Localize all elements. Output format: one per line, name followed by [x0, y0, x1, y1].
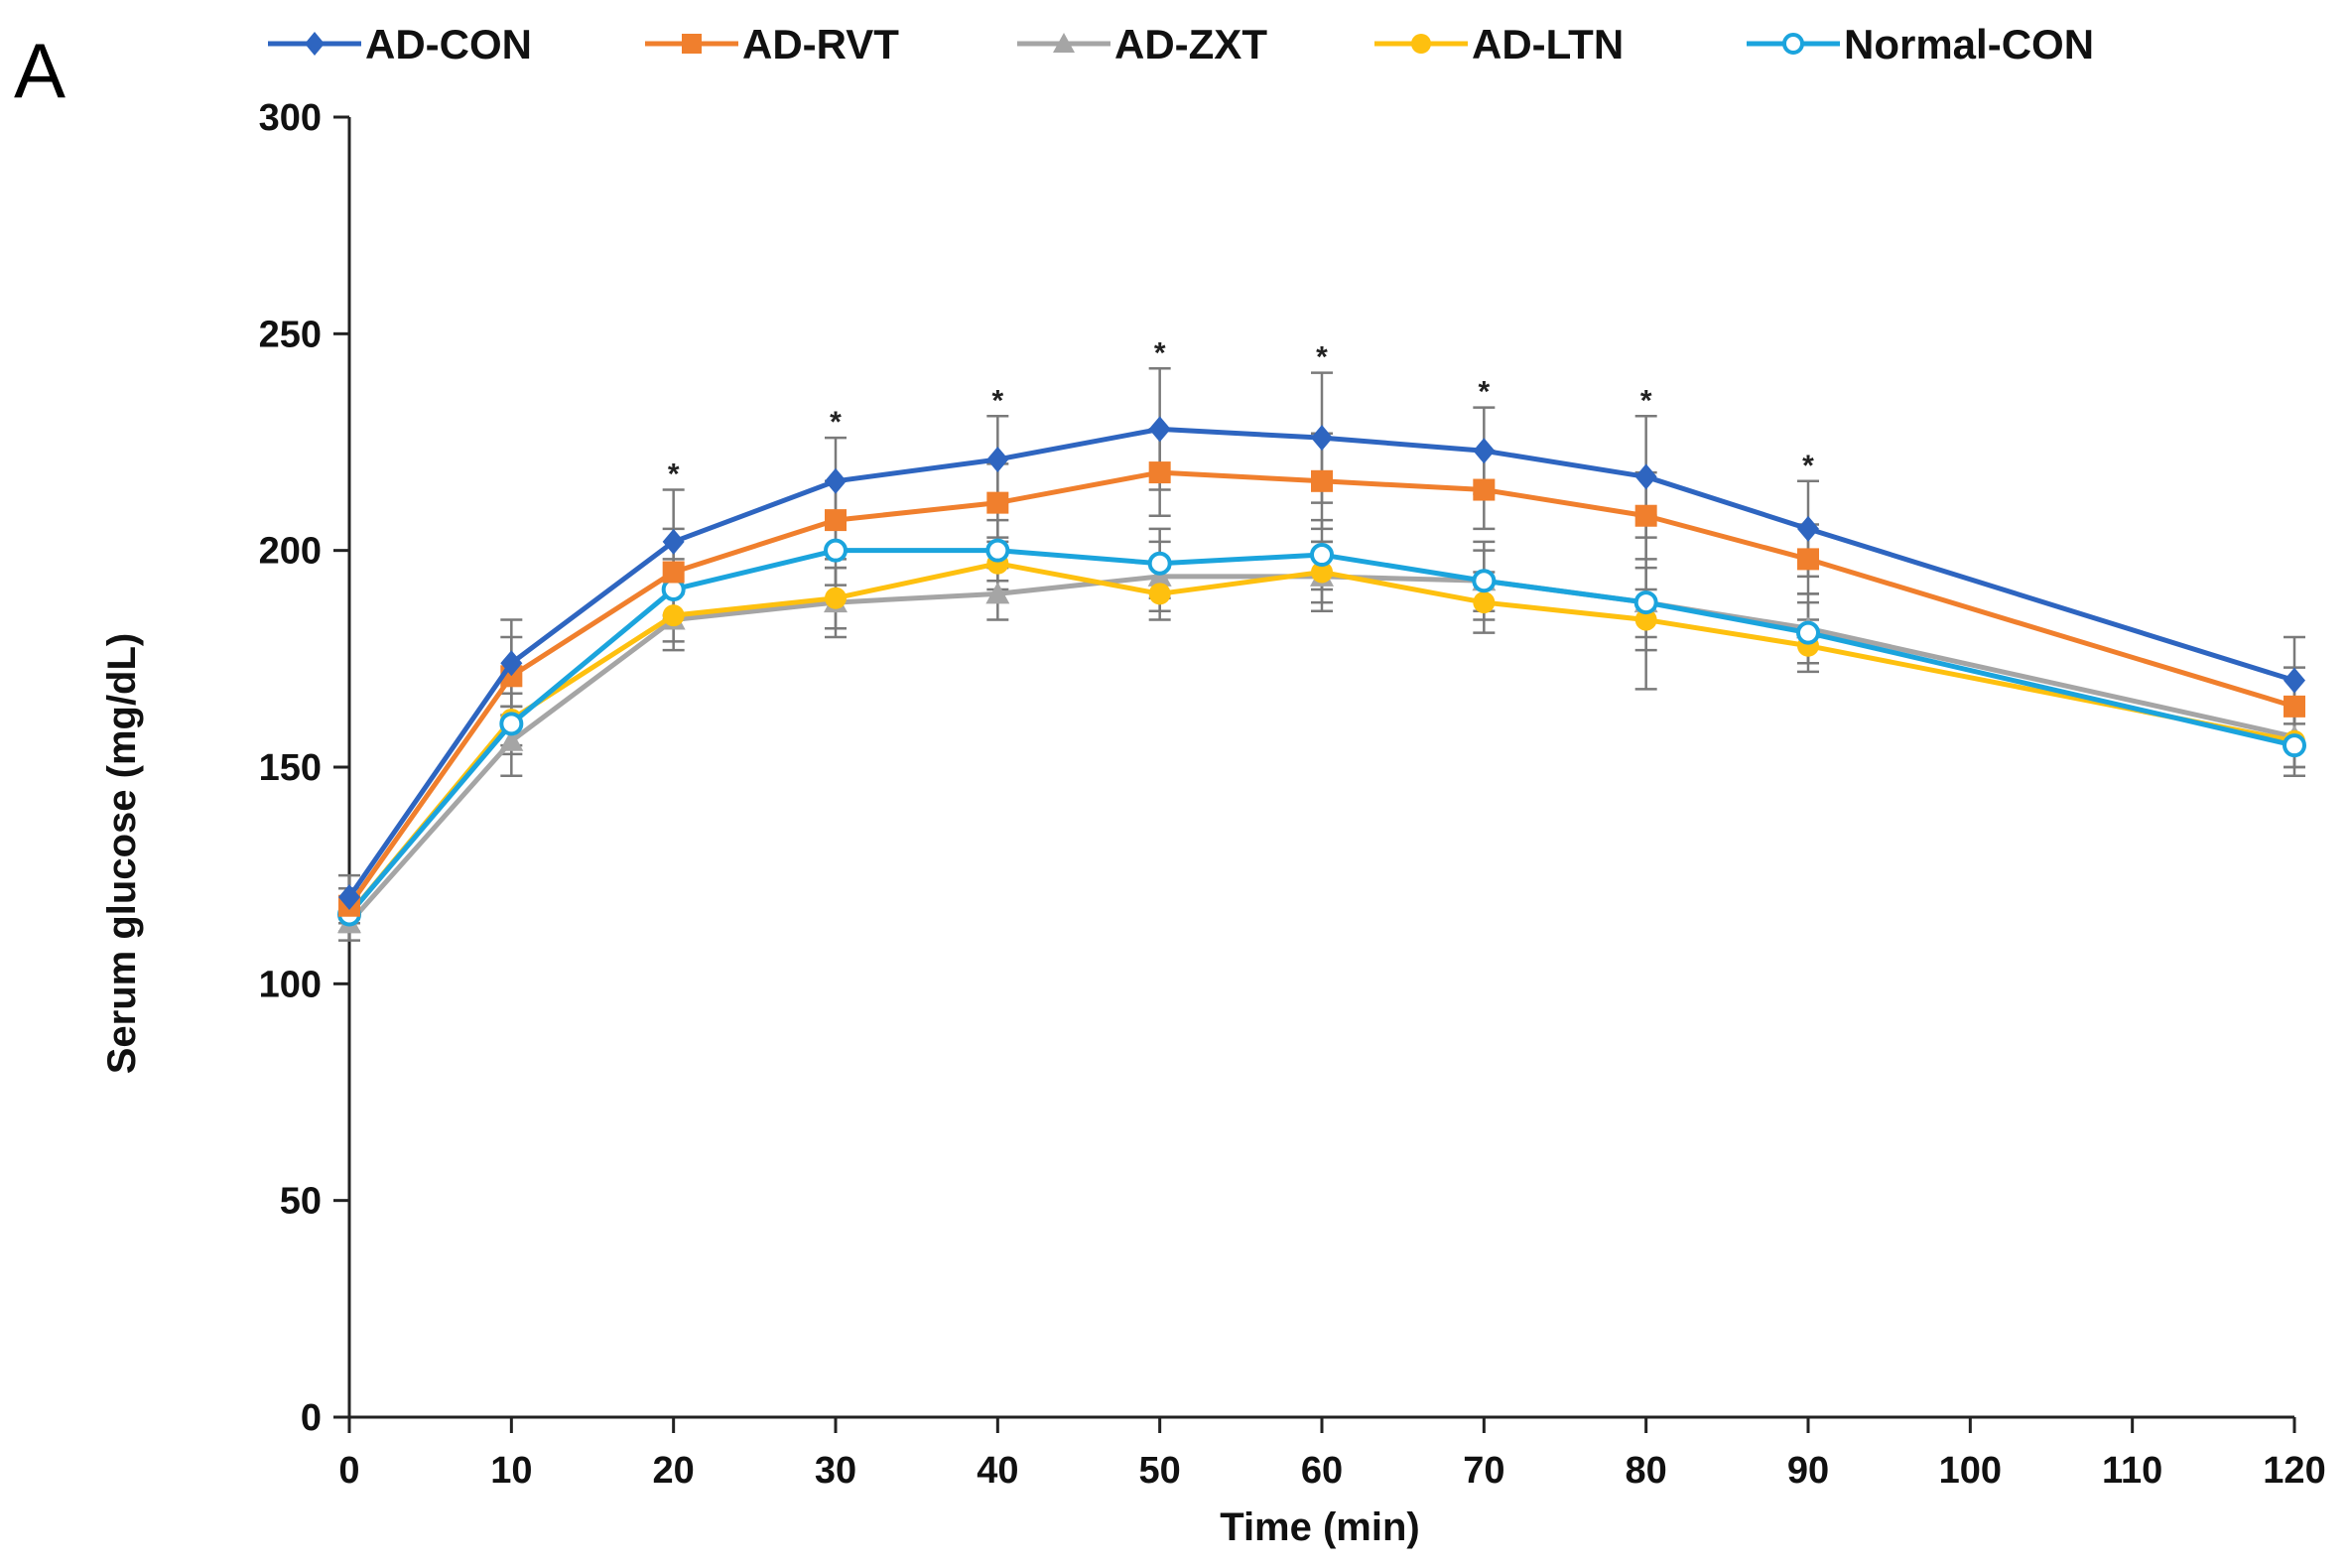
x-tick-label: 60: [1301, 1450, 1343, 1492]
x-tick-label: 40: [977, 1450, 1018, 1492]
data-point-ad-con: [1311, 425, 1333, 452]
data-point-normal-con: [824, 538, 848, 563]
data-point-ad-con: [1797, 515, 1819, 542]
significance-mark: *: [668, 458, 680, 491]
y-tick-label: 250: [259, 314, 322, 355]
data-point-ad-rvt: [825, 509, 847, 532]
x-tick-label: 10: [490, 1450, 532, 1492]
data-point-ad-con: [1634, 463, 1657, 490]
significance-mark: *: [1316, 341, 1328, 374]
data-point-ad-ltn: [1634, 608, 1657, 631]
y-tick-label: 300: [259, 97, 322, 139]
significance-mark: *: [1478, 376, 1490, 409]
legend: AD-CON AD-RVT AD-ZXT AD-LTN Normal-CON: [268, 21, 2094, 67]
data-point-normal-con: [1310, 543, 1334, 568]
data-point-ad-rvt: [1473, 478, 1496, 501]
y-tick-label: 0: [301, 1397, 322, 1439]
data-point-ad-zxt: [985, 582, 1010, 604]
y-tick-label: 50: [280, 1181, 322, 1223]
x-tick-label: 0: [338, 1450, 359, 1492]
significance-mark: *: [830, 406, 842, 439]
x-tick-label: 70: [1463, 1450, 1504, 1492]
data-point-ad-rvt: [986, 491, 1009, 514]
data-point-ad-rvt: [662, 561, 685, 584]
data-point-normal-con: [499, 712, 524, 736]
legend-marker: [1053, 33, 1075, 53]
data-point-ad-con: [986, 446, 1009, 472]
x-tick-label: 30: [815, 1450, 856, 1492]
y-tick-label: 100: [259, 964, 322, 1005]
data-point-ad-con: [338, 884, 360, 910]
x-tick-label: 120: [2263, 1450, 2325, 1492]
data-point-ad-ltn: [1148, 583, 1171, 605]
data-point-ad-con: [1148, 416, 1171, 443]
data-point-ad-zxt: [1147, 564, 1172, 587]
data-point-ad-con: [662, 528, 685, 555]
data-point-ad-ltn: [662, 604, 685, 627]
data-point-normal-con: [2283, 733, 2306, 758]
legend-label: AD-ZXT: [1114, 21, 1267, 67]
legend-label: Normal-CON: [1844, 21, 2094, 67]
x-tick-label: 90: [1787, 1450, 1829, 1492]
data-point-ad-ltn: [825, 587, 847, 609]
legend-label: AD-RVT: [742, 21, 899, 67]
significance-mark: *: [1154, 336, 1166, 369]
panel-label: A: [14, 27, 65, 114]
y-tick-label: 200: [259, 531, 322, 573]
x-tick-label: 20: [653, 1450, 695, 1492]
y-tick-label: 150: [259, 747, 322, 789]
significance-mark: *: [1640, 384, 1652, 417]
data-point-ad-ltn: [1311, 561, 1333, 584]
data-point-normal-con: [985, 538, 1010, 563]
legend-marker: [1782, 33, 1804, 55]
legend-marker: [682, 34, 702, 54]
data-point-ad-rvt: [1311, 469, 1333, 492]
x-tick-label: 110: [2102, 1450, 2162, 1492]
data-point-ad-zxt: [499, 728, 524, 751]
x-tick-label: 100: [1939, 1450, 2002, 1492]
significance-mark: *: [1802, 450, 1814, 482]
data-point-normal-con: [1147, 551, 1172, 576]
significance-mark: *: [991, 384, 1003, 417]
data-point-ad-con: [500, 650, 523, 677]
y-axis-title: Serum glucose (mg/dL): [100, 633, 144, 1075]
legend-marker: [305, 32, 325, 56]
data-point-ad-con: [825, 467, 847, 494]
legend-label: AD-LTN: [1472, 21, 1624, 67]
plot-area: 0 50 100 150 200 250 300 0 10 20 30 40 50 60 70 80 90 100…: [259, 97, 2326, 1492]
x-tick-label: 80: [1626, 1450, 1667, 1492]
series-line-ad-zxt: [347, 574, 2295, 925]
data-point-normal-con: [1633, 590, 1658, 615]
data-point-ad-rvt: [2284, 695, 2305, 718]
data-point-normal-con: [1796, 620, 1820, 645]
data-point-ad-rvt: [1797, 548, 1819, 571]
legend-label: AD-CON: [365, 21, 532, 67]
data-point-ad-rvt: [1634, 504, 1657, 527]
data-point-ad-con: [1473, 438, 1496, 464]
data-point-normal-con: [1472, 569, 1497, 593]
data-point-ad-ltn: [1473, 591, 1496, 614]
x-axis-title: Time (min): [1220, 1505, 1420, 1549]
data-point-ad-rvt: [1148, 461, 1171, 484]
data-point-ad-con: [2284, 667, 2305, 694]
legend-marker: [1411, 34, 1431, 54]
x-tick-label: 50: [1139, 1450, 1181, 1492]
